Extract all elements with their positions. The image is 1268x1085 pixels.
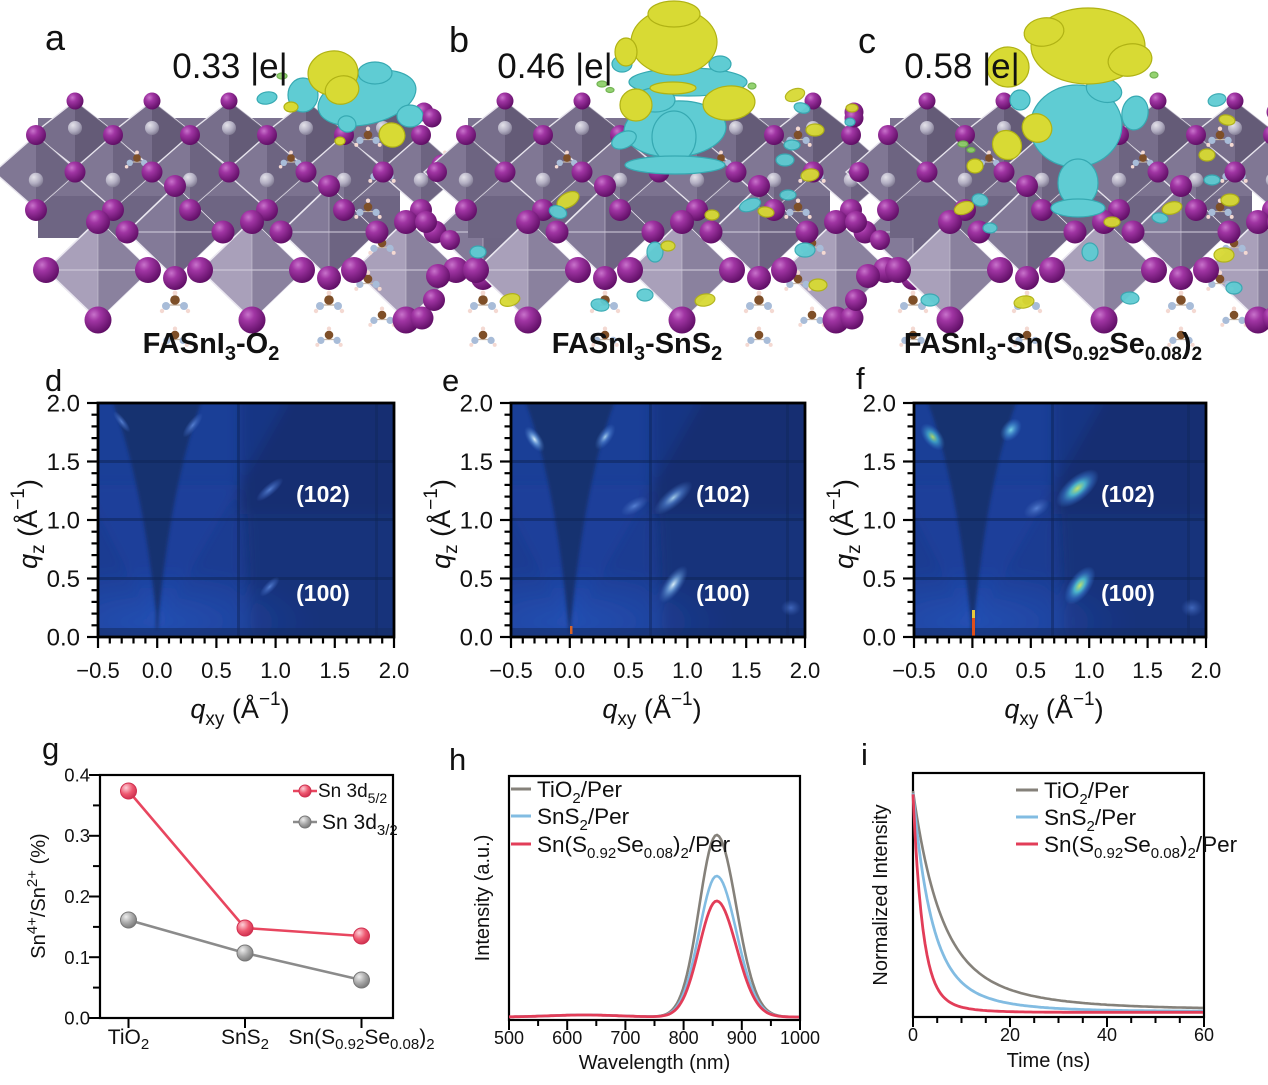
svg-text:a: a bbox=[45, 17, 66, 58]
svg-text:(102): (102) bbox=[296, 481, 350, 507]
svg-text:Sn(S0.92​Se0.08​)2​: Sn(S0.92​Se0.08​)2​ bbox=[288, 1026, 434, 1053]
svg-text:1.5: 1.5 bbox=[460, 449, 493, 476]
svg-text:2.0: 2.0 bbox=[790, 658, 821, 683]
svg-text:Intensity (a.u.): Intensity (a.u.) bbox=[472, 835, 494, 962]
svg-text:800: 800 bbox=[669, 1028, 699, 1048]
svg-text:Normalized Intensity: Normalized Intensity bbox=[870, 804, 892, 985]
svg-text:2.0: 2.0 bbox=[863, 391, 896, 418]
svg-text:(100): (100) bbox=[1101, 580, 1155, 606]
svg-text:500: 500 bbox=[494, 1028, 524, 1048]
svg-text:2.0: 2.0 bbox=[379, 658, 410, 683]
svg-text:i: i bbox=[861, 737, 868, 772]
svg-text:(100): (100) bbox=[296, 580, 350, 606]
svg-text:40: 40 bbox=[1097, 1025, 1117, 1045]
svg-text:(100): (100) bbox=[696, 580, 750, 606]
svg-text:1.0: 1.0 bbox=[260, 658, 291, 683]
svg-text:d: d bbox=[45, 363, 62, 398]
svg-text:Time (ns): Time (ns) bbox=[1007, 1050, 1091, 1072]
svg-text:2.0: 2.0 bbox=[460, 391, 493, 418]
svg-text:qz (Å−1): qz (Å−1) bbox=[824, 479, 865, 569]
svg-text:f: f bbox=[856, 361, 865, 396]
svg-text:1.5: 1.5 bbox=[863, 449, 896, 476]
svg-text:0.5: 0.5 bbox=[1016, 658, 1047, 683]
svg-text:600: 600 bbox=[552, 1028, 582, 1048]
svg-text:20: 20 bbox=[1000, 1025, 1020, 1045]
svg-text:qxy (Å−1): qxy (Å−1) bbox=[602, 689, 701, 730]
svg-text:0.5: 0.5 bbox=[201, 658, 232, 683]
svg-text:−0.5: −0.5 bbox=[489, 658, 532, 683]
svg-text:0: 0 bbox=[908, 1025, 918, 1045]
svg-text:60: 60 bbox=[1194, 1025, 1214, 1045]
svg-text:0.5: 0.5 bbox=[613, 658, 644, 683]
svg-text:900: 900 bbox=[727, 1028, 757, 1048]
svg-text:1.0: 1.0 bbox=[1074, 658, 1105, 683]
svg-text:1000: 1000 bbox=[780, 1028, 820, 1048]
svg-text:1.0: 1.0 bbox=[460, 508, 493, 535]
svg-text:1.5: 1.5 bbox=[47, 449, 80, 476]
svg-text:qxy (Å−1): qxy (Å−1) bbox=[1004, 689, 1103, 730]
svg-text:FASnI3​-O2​: FASnI3​-O2​ bbox=[143, 328, 280, 365]
svg-text:0.0: 0.0 bbox=[460, 625, 493, 652]
svg-text:0.0: 0.0 bbox=[555, 658, 586, 683]
svg-text:Wavelength (nm): Wavelength (nm) bbox=[579, 1052, 731, 1074]
svg-text:−0.5: −0.5 bbox=[892, 658, 935, 683]
svg-text:−0.5: −0.5 bbox=[76, 658, 119, 683]
svg-text:0.58 |e|: 0.58 |e| bbox=[904, 47, 1020, 86]
svg-text:g: g bbox=[42, 731, 59, 766]
svg-text:1.0: 1.0 bbox=[672, 658, 703, 683]
svg-text:1.5: 1.5 bbox=[320, 658, 351, 683]
svg-text:qxy (Å−1): qxy (Å−1) bbox=[190, 689, 289, 730]
svg-text:0.0: 0.0 bbox=[957, 658, 988, 683]
svg-text:Sn4+/Sn2+ (%): Sn4+/Sn2+ (%) bbox=[24, 833, 50, 958]
svg-text:0.0: 0.0 bbox=[863, 625, 896, 652]
svg-text:0.46 |e|: 0.46 |e| bbox=[497, 47, 613, 86]
svg-text:0.1: 0.1 bbox=[64, 947, 90, 968]
svg-text:1.5: 1.5 bbox=[1132, 658, 1163, 683]
svg-text:0.0: 0.0 bbox=[47, 625, 80, 652]
svg-text:0.2: 0.2 bbox=[64, 886, 90, 907]
svg-text:qz (Å−1): qz (Å−1) bbox=[421, 479, 462, 569]
svg-text:e: e bbox=[442, 363, 459, 398]
svg-text:0.5: 0.5 bbox=[47, 566, 80, 593]
svg-text:2.0: 2.0 bbox=[1191, 658, 1222, 683]
svg-text:0.5: 0.5 bbox=[460, 566, 493, 593]
svg-text:0.0: 0.0 bbox=[64, 1008, 90, 1029]
svg-text:1.5: 1.5 bbox=[731, 658, 762, 683]
svg-text:700: 700 bbox=[610, 1028, 640, 1048]
svg-text:(102): (102) bbox=[1101, 481, 1155, 507]
svg-text:h: h bbox=[449, 742, 466, 777]
svg-text:0.4: 0.4 bbox=[64, 765, 90, 786]
svg-text:2.0: 2.0 bbox=[47, 391, 80, 418]
svg-text:qz (Å−1): qz (Å−1) bbox=[8, 479, 49, 569]
svg-text:0.0: 0.0 bbox=[142, 658, 173, 683]
svg-text:b: b bbox=[449, 19, 469, 60]
svg-text:0.3: 0.3 bbox=[64, 825, 90, 846]
svg-text:(102): (102) bbox=[696, 481, 750, 507]
svg-text:c: c bbox=[858, 20, 876, 61]
svg-text:0.5: 0.5 bbox=[863, 566, 896, 593]
svg-text:1.0: 1.0 bbox=[863, 508, 896, 535]
svg-text:0.33 |e|: 0.33 |e| bbox=[172, 47, 288, 86]
svg-text:1.0: 1.0 bbox=[47, 508, 80, 535]
